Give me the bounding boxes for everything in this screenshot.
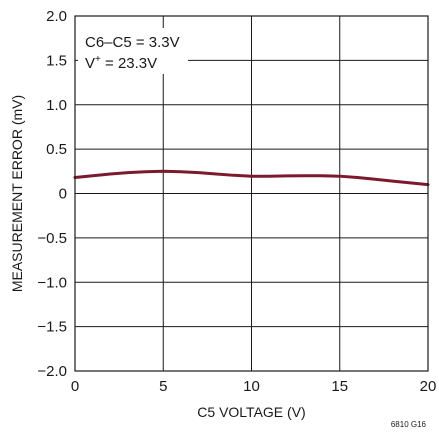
figure-id: 6810 G16	[391, 420, 427, 429]
x-tick-labels: 0 5 10 15 20	[71, 378, 437, 395]
y-tick-label: −0.5	[37, 230, 67, 247]
y-tick-label: 1.5	[46, 52, 67, 69]
y-tick-label: −1.0	[37, 274, 67, 291]
y-tick-label: −2.0	[37, 363, 67, 380]
annotation-line-1: C6–C5 = 3.3V	[85, 34, 180, 51]
annotation-box: C6–C5 = 3.3V V+ = 23.3V	[78, 28, 188, 74]
y-tick-label: −1.5	[37, 319, 67, 336]
x-axis-title: C5 VOLTAGE (V)	[197, 404, 305, 420]
annotation-background	[78, 28, 188, 74]
annotation-line-2-rest: = 23.3V	[101, 55, 157, 72]
x-tick-label: 5	[159, 378, 167, 395]
y-tick-label: 1.0	[46, 97, 67, 114]
annotation-line-2-sup: +	[95, 54, 101, 65]
y-tick-label: 0.5	[46, 141, 67, 158]
series	[73, 169, 430, 187]
x-tick-label: 20	[420, 378, 437, 395]
x-tick-label: 15	[331, 378, 348, 395]
annotation-line-2-base: V	[85, 55, 95, 72]
y-tick-label: 0	[59, 186, 67, 203]
annotation-line-2: V+ = 23.3V	[85, 54, 157, 72]
y-tick-label: 2.0	[46, 8, 67, 25]
y-tick-labels: −2.0 −1.5 −1.0 −0.5 0 0.5 1.0 1.5 2.0	[37, 8, 67, 380]
series-line	[73, 169, 430, 187]
y-axis-title: MEASUREMENT ERROR (mV)	[9, 95, 25, 292]
x-tick-label: 0	[71, 378, 79, 395]
plot-frame	[74, 15, 429, 372]
x-tick-label: 10	[243, 378, 260, 395]
